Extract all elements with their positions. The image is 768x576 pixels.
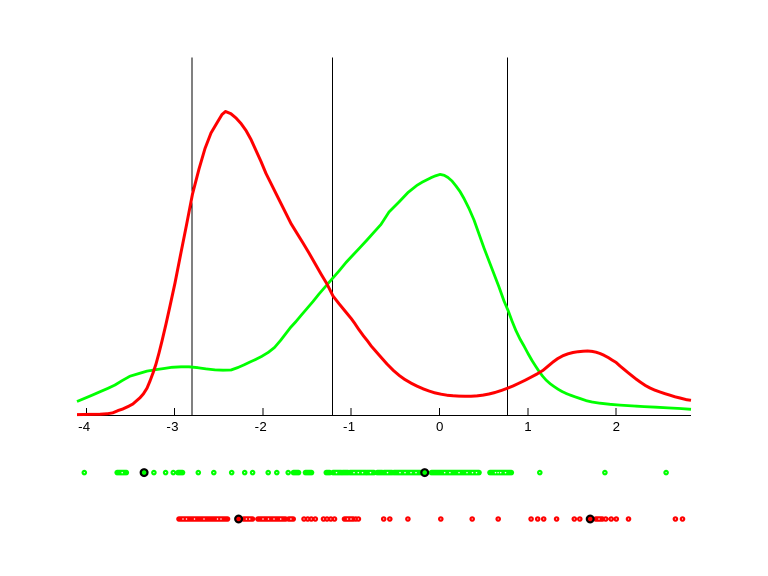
svg-text:1: 1: [524, 419, 531, 434]
svg-text:2: 2: [259, 419, 266, 434]
svg-text:-: -: [255, 419, 259, 434]
svg-text:-: -: [343, 419, 347, 434]
svg-text:1: 1: [348, 419, 355, 434]
svg-text:0: 0: [436, 419, 443, 434]
svg-text:2: 2: [613, 419, 620, 434]
svg-text:4: 4: [83, 419, 90, 434]
svg-text:-: -: [166, 419, 170, 434]
svg-text:-: -: [78, 419, 82, 434]
svg-text:3: 3: [171, 419, 178, 434]
